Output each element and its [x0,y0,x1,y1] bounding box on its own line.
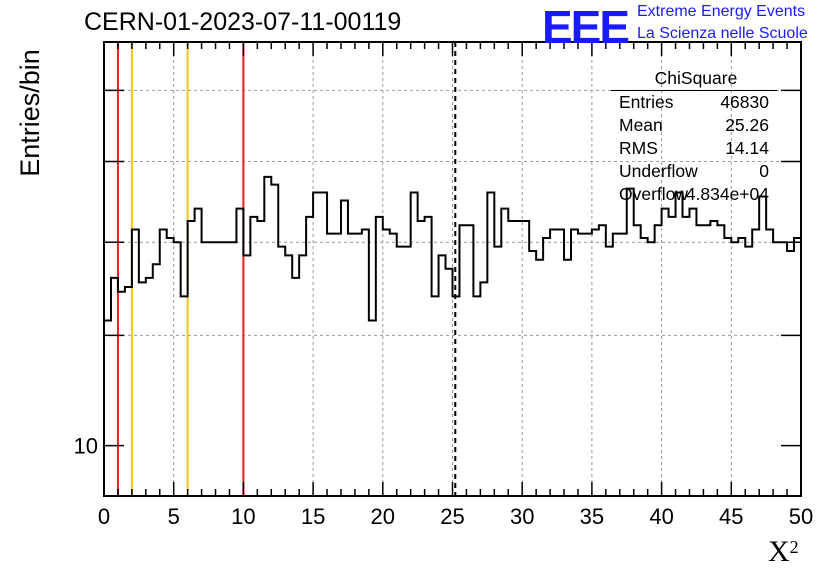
y-axis-label: Entries/bin [15,49,45,177]
stats-title: ChiSquare [654,68,738,88]
stats-key: RMS [619,138,658,158]
x-tick-label: 15 [301,504,325,529]
stats-key: Overflow [619,184,689,204]
axis-ticks [103,42,802,496]
stats-value: 0 [759,161,769,181]
marker-lines [116,42,457,496]
stats-value: 46830 [720,92,769,112]
stats-row-entries: Entries 46830 [619,92,769,114]
x-tick-label: 20 [371,504,395,529]
stats-key: Entries [619,92,674,112]
y-tick-label: 10 [74,434,98,459]
stats-title-rule [611,90,777,91]
eee-logo: EEE [542,1,630,53]
x-tick-label: 30 [510,504,534,529]
stats-key: Mean [619,115,663,135]
logo-text-line1: Extreme Energy Events [637,3,806,20]
x-axis-label-main: X [768,535,790,568]
stats-row-overflow: Overflow 4.834e+04 [619,184,769,206]
stats-value: 14.14 [725,138,769,158]
stats-row-mean: Mean 25.26 [619,115,769,137]
x-tick-label: 40 [649,504,673,529]
stats-row-underflow: Underflow 0 [619,161,769,183]
x-tick-label: 5 [168,504,180,529]
logo-text-line2: La Scienza nelle Scuole [637,25,808,42]
histogram-line [104,175,801,322]
grid [104,42,801,496]
tick-labels: 0 5 10 15 20 25 30 35 40 45 50 10 [74,434,814,529]
stats-key: Underflow [619,161,698,181]
stats-row-rms: RMS 14.14 [619,138,769,160]
x-tick-label: 35 [580,504,604,529]
x-axis-label: X2 [768,535,799,569]
x-axis-label-sup: 2 [789,537,799,557]
stats-value: 25.26 [725,115,769,135]
x-tick-label: 45 [719,504,743,529]
x-tick-label: 50 [789,504,813,529]
x-tick-label: 0 [98,504,110,529]
stats-box: ChiSquare Entries 46830 Mean 25.26 RMS 1… [611,66,781,211]
x-tick-label: 10 [231,504,255,529]
chart-title: CERN-01-2023-07-11-00119 [84,8,402,36]
x-tick-label: 25 [440,504,464,529]
stats-value: 4.834e+04 [685,184,769,204]
